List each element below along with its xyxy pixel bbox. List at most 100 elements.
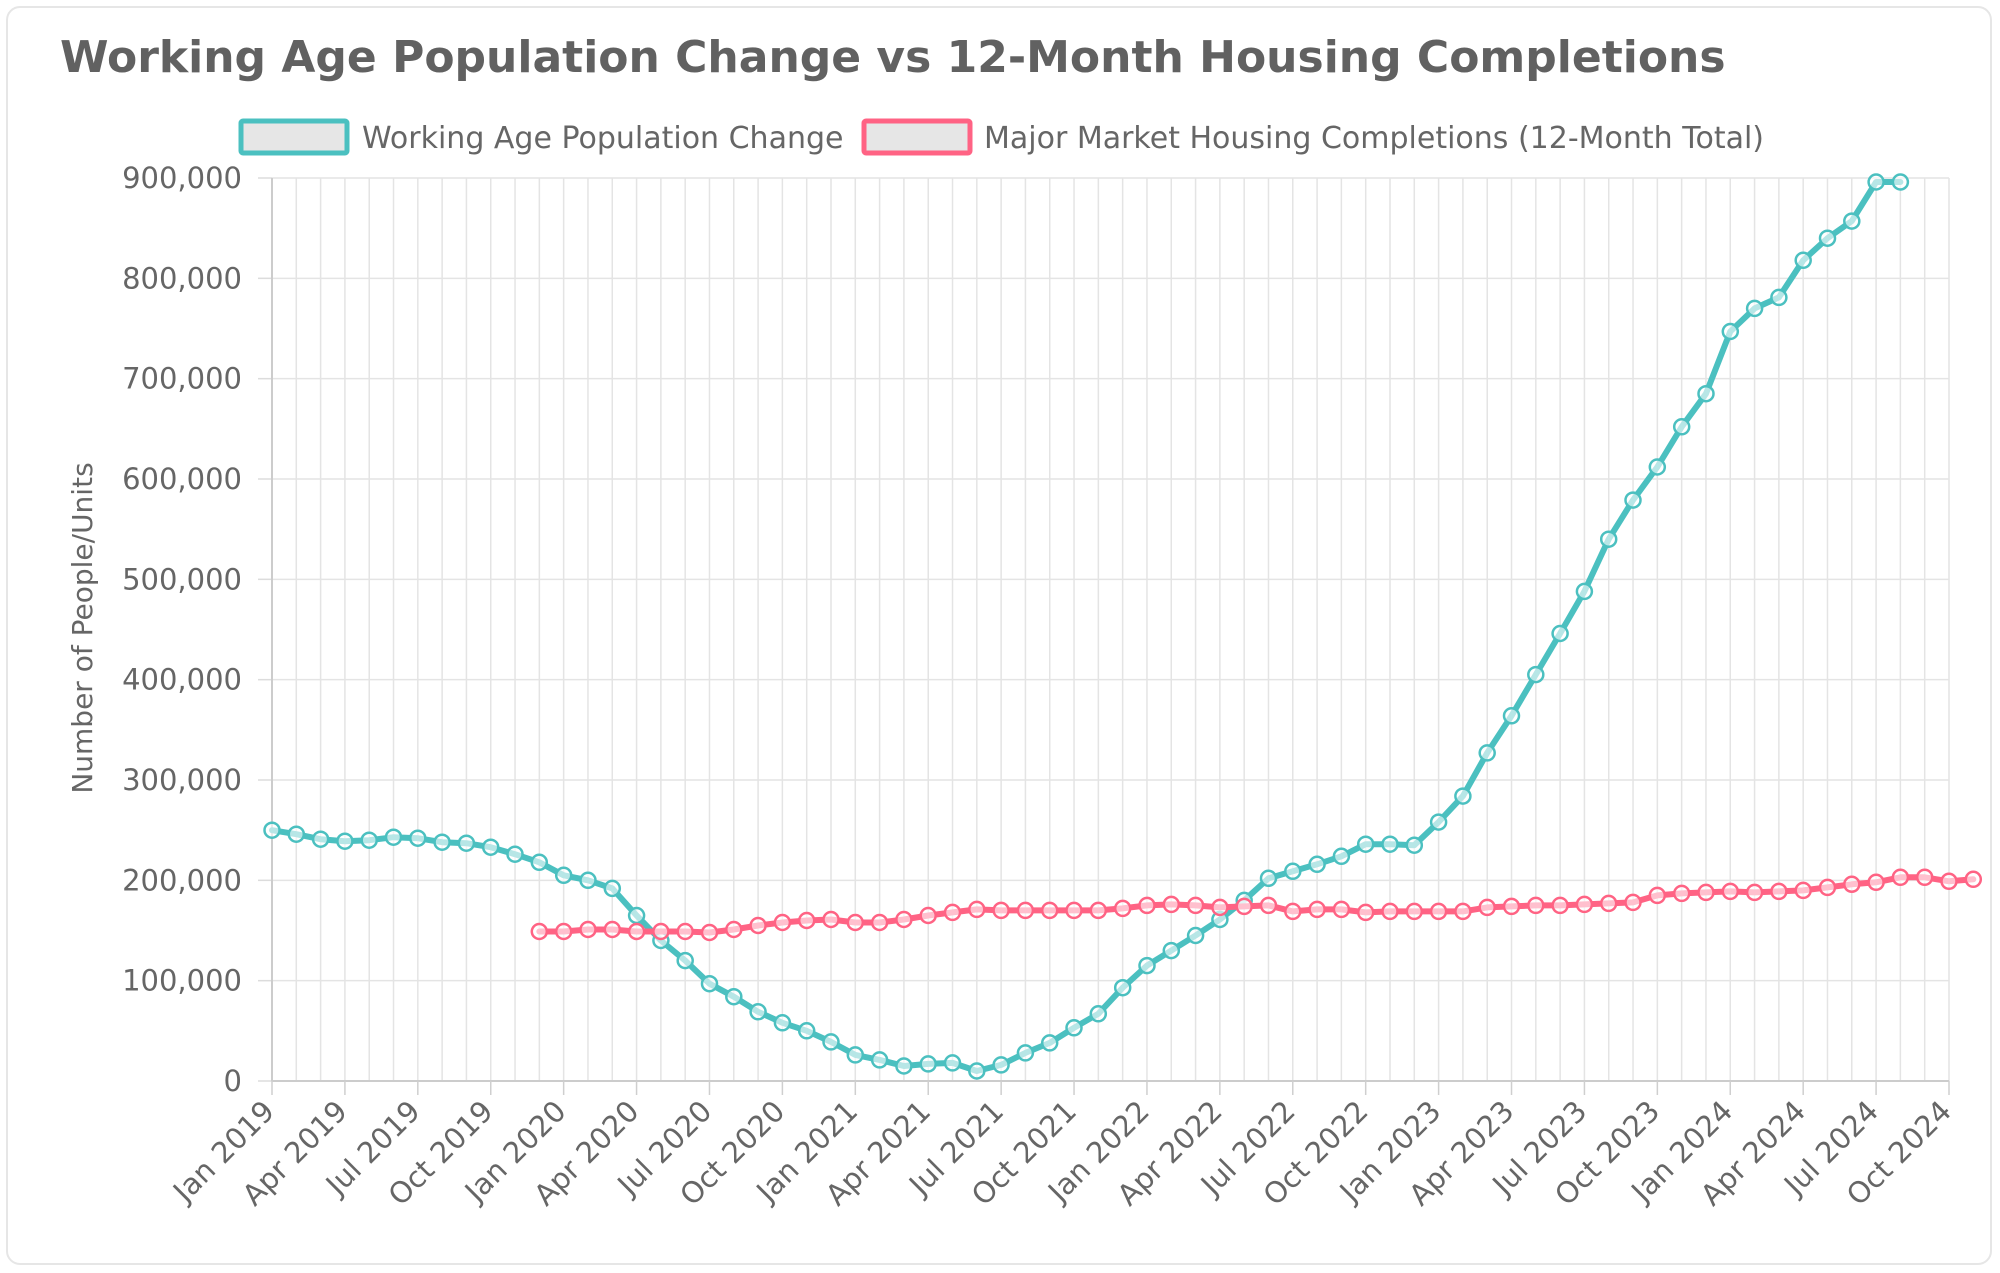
- data-point: [943, 1054, 962, 1072]
- data-point: [1162, 941, 1181, 960]
- data-point: [1502, 707, 1521, 725]
- data-point: [870, 913, 889, 932]
- y-tick-label: 900,000: [122, 161, 242, 195]
- data-point: [700, 923, 719, 942]
- data-point: [1964, 870, 1983, 889]
- data-point: [1575, 582, 1594, 601]
- data-point: [1211, 898, 1229, 917]
- data-point: [1284, 862, 1302, 881]
- data-point: [1332, 847, 1351, 866]
- data-point: [1162, 895, 1181, 914]
- data-point: [1138, 896, 1156, 915]
- data-point: [1478, 744, 1496, 762]
- legend-item-1[interactable]: Working Age Population Change: [238, 118, 843, 156]
- data-point: [1235, 897, 1253, 916]
- data-point: [1843, 212, 1861, 230]
- data-point: [1040, 1034, 1059, 1052]
- y-tick-label: 300,000: [122, 763, 242, 797]
- data-point: [725, 987, 743, 1006]
- series-line: [269, 179, 1904, 1074]
- data-point: [1794, 881, 1812, 900]
- data-point: [1405, 902, 1424, 921]
- data-point: [311, 830, 330, 848]
- legend[interactable]: Working Age Population Change Major Marke…: [238, 118, 1764, 156]
- data-point: [457, 834, 476, 852]
- data-point: [1940, 872, 1958, 891]
- legend-swatch: [861, 118, 973, 156]
- data-point: [1016, 901, 1035, 920]
- data-point: [797, 1022, 816, 1040]
- data-point: [627, 922, 646, 941]
- data-point: [1745, 883, 1764, 902]
- data-point: [1794, 251, 1812, 270]
- data-point: [1381, 902, 1399, 921]
- data-point: [700, 974, 719, 993]
- data-point: [1599, 530, 1618, 548]
- data-point: [1648, 458, 1667, 476]
- data-point: [1891, 173, 1910, 191]
- data-point: [822, 910, 840, 929]
- data-point: [603, 920, 622, 939]
- data-point: [968, 1062, 986, 1080]
- data-point: [895, 910, 913, 929]
- data-point: [1818, 229, 1837, 247]
- data-point: [263, 821, 281, 839]
- data-point: [1818, 878, 1837, 897]
- data-point: [1527, 896, 1545, 915]
- data-point: [919, 1055, 937, 1073]
- data-point: [554, 866, 573, 885]
- data-point: [895, 1057, 913, 1075]
- y-tick-label: 600,000: [122, 462, 242, 496]
- chart-title: Working Age Population Change vs 12-Mont…: [60, 32, 1726, 83]
- data-point: [1259, 896, 1278, 915]
- data-point: [1381, 835, 1399, 853]
- data-point: [1502, 897, 1521, 916]
- data-point: [603, 879, 622, 898]
- data-point: [773, 1014, 792, 1032]
- chart-card: Working Age Population Change vs 12-Mont…: [6, 6, 1992, 1265]
- data-point: [749, 1003, 767, 1021]
- series-2: [530, 868, 1983, 942]
- data-point: [1259, 869, 1278, 888]
- data-point: [1648, 886, 1667, 905]
- data-point: [1113, 978, 1132, 997]
- data-point: [1915, 868, 1934, 887]
- data-point: [1721, 882, 1740, 901]
- data-point: [627, 906, 646, 925]
- data-point: [652, 922, 670, 941]
- data-point: [919, 906, 937, 925]
- data-point: [287, 825, 306, 843]
- legend-label: Working Age Population Change: [362, 121, 843, 156]
- data-point: [822, 1033, 840, 1051]
- data-point: [1624, 491, 1642, 509]
- y-axis-title: Number of People/Units: [66, 462, 99, 793]
- data-point: [1186, 896, 1205, 915]
- data-point: [773, 913, 792, 932]
- data-point: [360, 831, 378, 849]
- data-point: [1867, 873, 1885, 892]
- y-tick-label: 200,000: [122, 863, 242, 897]
- data-point: [1721, 322, 1740, 341]
- data-point: [384, 828, 403, 846]
- data-point: [1113, 899, 1132, 918]
- data-point: [870, 1051, 889, 1069]
- y-tick-label: 500,000: [122, 562, 242, 596]
- grid: [258, 177, 1950, 1082]
- data-point: [1867, 173, 1885, 191]
- data-point: [992, 1056, 1010, 1074]
- data-point: [1040, 901, 1059, 920]
- series-1: [263, 173, 1910, 1080]
- data-point: [1356, 835, 1375, 853]
- data-point: [846, 913, 865, 932]
- data-point: [1891, 868, 1910, 887]
- data-point: [579, 920, 597, 939]
- data-point: [1308, 900, 1326, 919]
- data-point: [1138, 956, 1156, 975]
- y-tick-label: 100,000: [122, 964, 242, 998]
- legend-item-2[interactable]: Major Market Housing Completions (12-Mon…: [861, 118, 1764, 156]
- data-point: [336, 832, 354, 850]
- data-point: [1429, 813, 1448, 831]
- data-point: [1284, 902, 1302, 921]
- data-point: [506, 845, 524, 863]
